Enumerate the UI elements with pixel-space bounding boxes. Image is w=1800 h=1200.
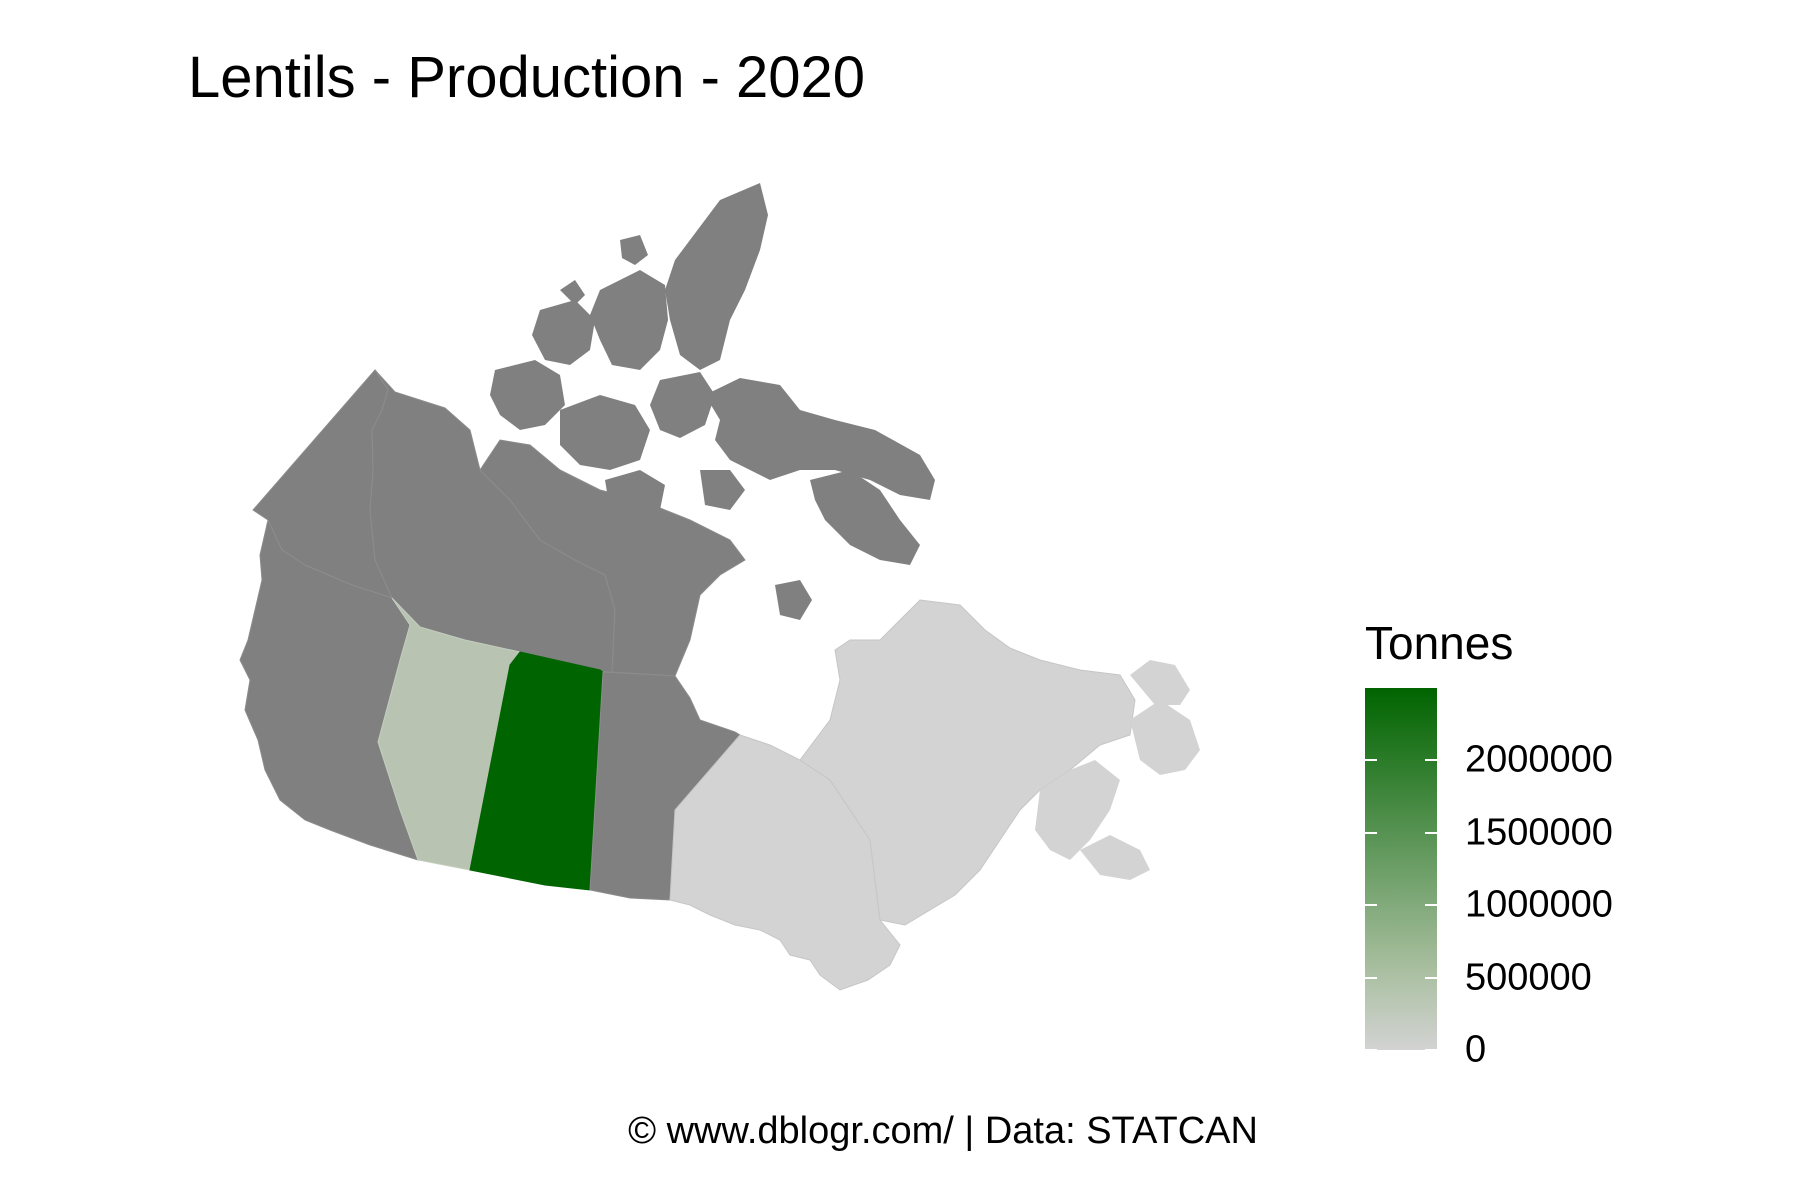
legend-tick-left — [1365, 976, 1377, 979]
legend-tick-left — [1365, 831, 1377, 834]
legend-tick-label: 1500000 — [1465, 811, 1613, 854]
legend-tick-left — [1365, 904, 1377, 907]
legend-tick-right — [1425, 759, 1437, 762]
arctic-islands — [490, 183, 935, 620]
legend-tick-label: 0 — [1465, 1028, 1487, 1071]
region-saskatchewan — [469, 651, 604, 891]
legend-tick-right — [1425, 1049, 1437, 1051]
legend-tick-label: 1000000 — [1465, 883, 1613, 926]
legend-tick-left — [1365, 1049, 1377, 1051]
legend-tick-right — [1425, 831, 1437, 834]
region-alberta — [377, 597, 521, 871]
legend-tick-right — [1425, 904, 1437, 907]
legend-tick-left — [1365, 759, 1377, 762]
legend-colorbar — [1365, 688, 1437, 1050]
legend-tick-right — [1425, 976, 1437, 979]
legend-tick-label: 2000000 — [1465, 738, 1613, 781]
legend-tick-label: 500000 — [1465, 956, 1592, 999]
legend-title: Tonnes — [1365, 617, 1514, 669]
region-nunavut — [479, 439, 746, 677]
region-british-columbia — [239, 518, 419, 861]
atlantic-provinces — [1035, 660, 1200, 880]
caption: © www.dblogr.com/ | Data: STATCAN — [628, 1110, 1258, 1152]
map-title: Lentils - Production - 2020 — [188, 45, 866, 110]
region-quebec — [799, 599, 1136, 926]
